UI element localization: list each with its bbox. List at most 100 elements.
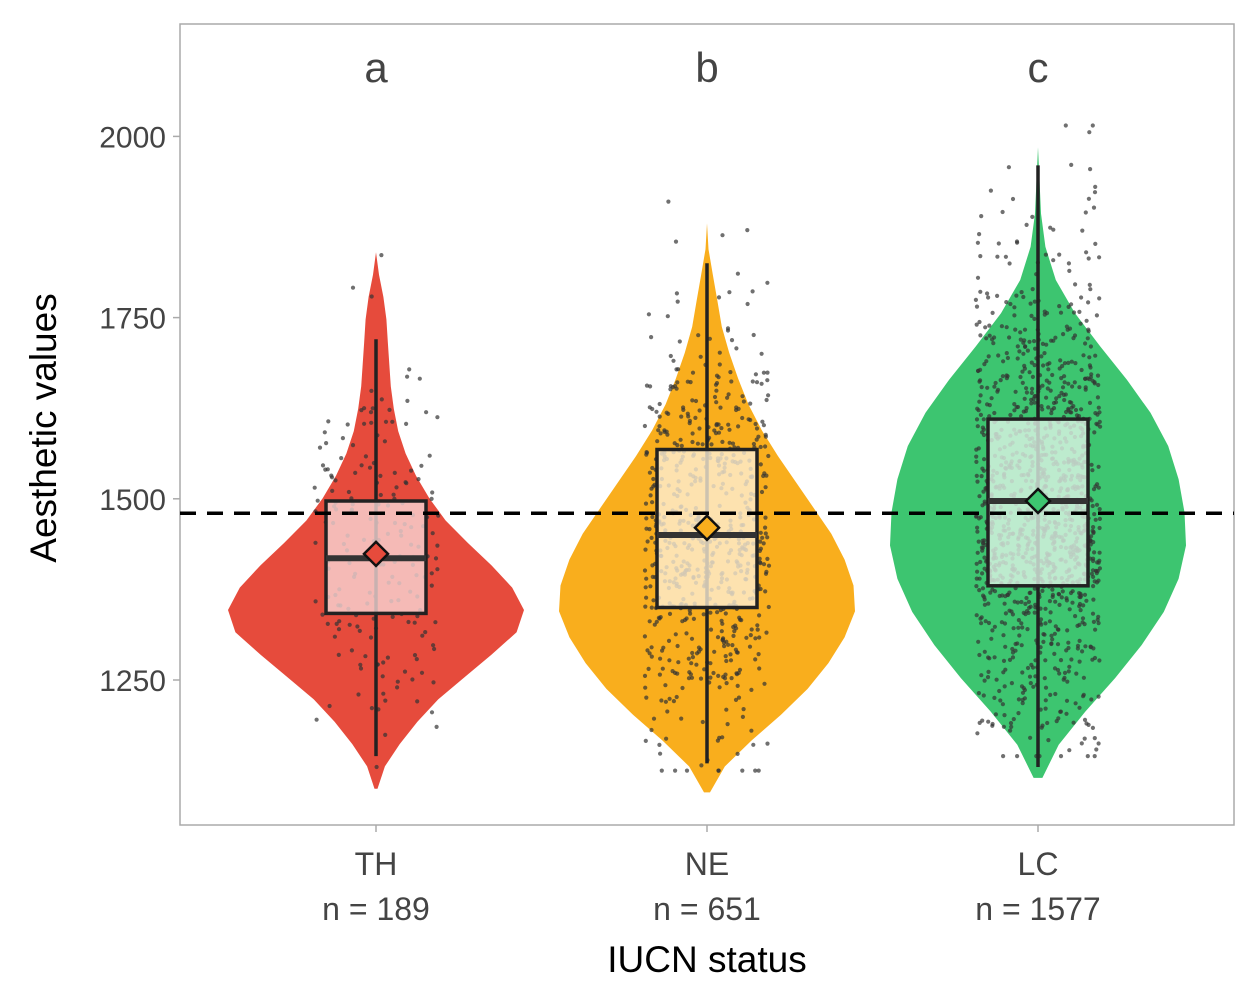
data-point (1050, 372, 1055, 378)
data-point (1043, 698, 1048, 703)
data-point (1079, 295, 1084, 300)
data-point (648, 584, 653, 589)
data-point (647, 527, 652, 532)
data-point (744, 635, 749, 640)
data-point (733, 647, 739, 652)
data-point (357, 628, 362, 634)
data-point (404, 421, 409, 426)
data-point (355, 624, 360, 629)
data-point (755, 623, 760, 628)
data-point (1091, 530, 1096, 536)
data-point (748, 633, 753, 638)
data-point (693, 415, 698, 420)
data-point (1075, 623, 1080, 629)
data-point (978, 515, 983, 520)
data-point (1066, 640, 1071, 645)
data-point (1032, 339, 1037, 344)
data-point (1092, 736, 1097, 741)
data-point (1012, 313, 1017, 318)
data-point (727, 290, 732, 295)
data-point (1000, 374, 1006, 379)
data-point (390, 419, 395, 424)
data-point (766, 453, 771, 459)
data-point (1079, 407, 1084, 412)
data-point (1044, 342, 1049, 347)
data-point (715, 738, 721, 743)
data-point (1069, 657, 1074, 662)
data-point (1001, 359, 1006, 364)
data-point (720, 233, 725, 238)
data-point (1004, 300, 1009, 305)
data-point (420, 633, 425, 638)
data-point (720, 439, 725, 444)
data-point (1073, 701, 1078, 706)
data-point (1066, 406, 1071, 411)
data-point (336, 652, 341, 658)
data-point (317, 445, 323, 450)
data-point (649, 335, 654, 340)
data-point (991, 341, 996, 346)
data-point (1015, 754, 1020, 759)
data-point (1060, 364, 1065, 369)
data-point (1092, 550, 1097, 555)
data-point (349, 648, 354, 653)
data-point (1012, 305, 1017, 310)
data-point (350, 285, 356, 290)
data-point (1091, 584, 1096, 589)
data-point (754, 426, 760, 431)
data-point (1048, 225, 1053, 230)
data-point (1042, 632, 1047, 637)
data-point (642, 568, 648, 573)
data-point (1057, 304, 1062, 309)
data-point (1097, 525, 1102, 531)
data-point (685, 411, 690, 416)
data-point (667, 611, 673, 617)
data-point (1024, 390, 1029, 395)
data-point (658, 656, 663, 661)
data-point (662, 429, 667, 434)
data-point (1059, 595, 1064, 600)
data-point (1016, 697, 1022, 702)
data-point (1027, 590, 1032, 596)
data-point (982, 555, 987, 560)
data-point (762, 681, 767, 686)
data-point (1024, 386, 1029, 391)
data-point (642, 634, 648, 639)
data-point (978, 289, 983, 294)
data-point (1068, 410, 1073, 415)
data-point (1021, 294, 1026, 300)
data-point (763, 434, 769, 439)
data-point (1042, 351, 1047, 356)
data-point (726, 642, 731, 647)
data-point (735, 271, 741, 276)
data-point (1069, 405, 1074, 410)
data-point (750, 379, 755, 384)
data-point (1023, 601, 1028, 607)
data-point (696, 333, 701, 338)
x-tick-n-label-th: n = 189 (322, 891, 430, 927)
data-point (726, 392, 731, 397)
data-point (1091, 597, 1096, 602)
data-point (655, 439, 660, 444)
data-point (1073, 282, 1078, 287)
data-point (978, 333, 983, 338)
data-point (347, 622, 352, 627)
data-point (986, 601, 991, 606)
data-point (1009, 681, 1015, 686)
data-point (974, 576, 979, 581)
data-point (1064, 648, 1069, 653)
data-point (1010, 646, 1015, 652)
data-point (715, 610, 720, 615)
data-point (1077, 601, 1083, 607)
data-point (1093, 484, 1098, 489)
data-point (383, 732, 388, 738)
data-point (687, 421, 692, 426)
data-point (392, 470, 397, 475)
data-point (390, 614, 395, 620)
data-point (333, 478, 338, 483)
data-point (1039, 354, 1044, 359)
data-point (717, 350, 722, 355)
data-point (1041, 639, 1046, 645)
y-tick-label: 1500 (99, 484, 166, 517)
data-point (429, 710, 435, 715)
